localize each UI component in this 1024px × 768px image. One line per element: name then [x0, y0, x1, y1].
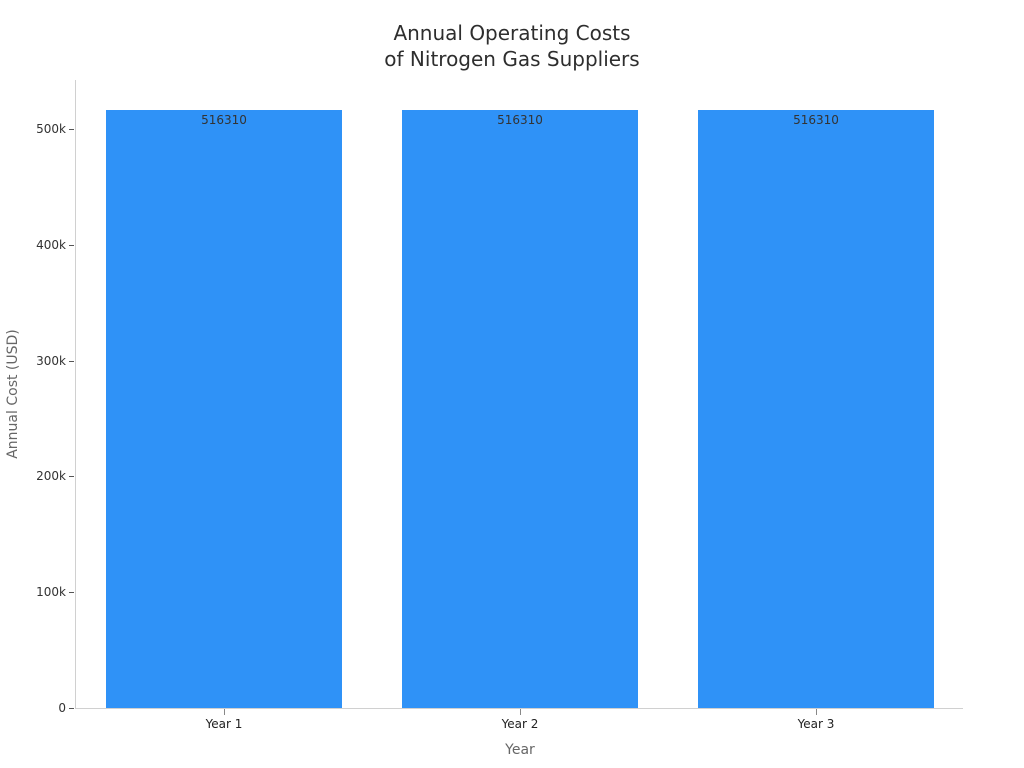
x-tick-mark [816, 709, 817, 715]
y-tick: 100k [0, 585, 75, 599]
y-tick: 0 [0, 701, 75, 715]
x-axis-line [75, 708, 963, 709]
y-axis-line [75, 80, 76, 708]
y-tick-mark [69, 360, 74, 362]
bar-value-label: 516310 [497, 113, 543, 128]
x-tick-label: Year 2 [501, 717, 539, 731]
y-tick-label: 100k [36, 585, 66, 600]
bar-value-label: 516310 [793, 113, 839, 128]
bar-year-3[interactable] [698, 110, 934, 708]
y-tick: 300k [0, 354, 75, 368]
y-tick: 200k [0, 469, 75, 483]
y-tick-mark [69, 476, 74, 478]
y-tick-mark [69, 129, 74, 130]
y-tick: 500k [0, 122, 75, 136]
y-tick-label: 300k [36, 353, 66, 368]
y-tick-mark [69, 592, 74, 594]
y-tick-mark [69, 708, 74, 709]
chart-title: Annual Operating Costs of Nitrogen Gas S… [0, 20, 1024, 72]
x-axis-title: Year [505, 742, 535, 758]
y-tick-label: 0 [58, 701, 66, 715]
y-tick-mark [69, 244, 74, 246]
x-tick-mark [224, 709, 225, 715]
y-axis-title: Annual Cost (USD) [5, 329, 21, 459]
y-tick-label: 200k [36, 469, 66, 484]
y-tick-label: 500k [36, 122, 66, 136]
y-tick-label: 400k [36, 237, 66, 252]
x-tick-mark [520, 709, 521, 715]
bar-year-1[interactable] [106, 110, 342, 708]
bar-year-2[interactable] [402, 110, 638, 708]
chart-title-line-2: of Nitrogen Gas Suppliers [384, 47, 640, 71]
x-tick-label: Year 1 [205, 717, 243, 731]
chart-title-line-1: Annual Operating Costs [393, 21, 631, 45]
x-tick-label: Year 3 [797, 717, 835, 731]
bar-value-label: 516310 [201, 113, 247, 128]
y-tick: 400k [0, 238, 75, 252]
